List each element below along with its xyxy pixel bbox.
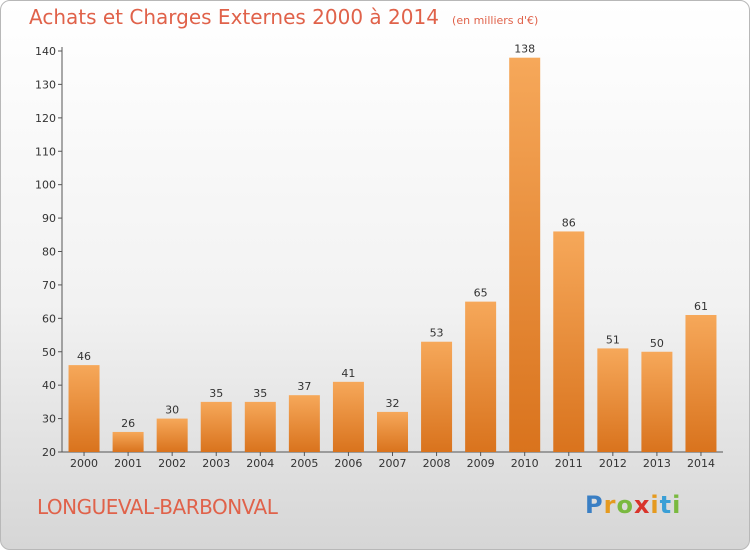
town-name: LONGUEVAL-BARBONVAL <box>37 495 278 519</box>
y-tick-label: 50 <box>42 346 56 359</box>
bar-value-label: 86 <box>562 216 576 229</box>
x-tick-label: 2005 <box>290 457 318 470</box>
x-tick-label: 2000 <box>70 457 98 470</box>
bar <box>465 301 497 452</box>
y-tick-label: 40 <box>42 379 56 392</box>
x-tick-label: 2013 <box>643 457 671 470</box>
bar <box>597 348 629 452</box>
bar <box>200 401 232 452</box>
bar-value-label: 41 <box>341 367 355 380</box>
bar-value-label: 65 <box>474 287 488 300</box>
y-tick-label: 90 <box>42 212 56 225</box>
y-tick-label: 20 <box>42 446 56 459</box>
x-tick-label: 2014 <box>687 457 715 470</box>
bar <box>377 411 408 452</box>
bar-value-label: 61 <box>694 300 708 313</box>
y-tick-label: 70 <box>42 279 56 292</box>
y-tick-label: 60 <box>42 312 56 325</box>
y-tick-label: 100 <box>35 179 56 192</box>
x-tick-label: 2002 <box>158 457 186 470</box>
bar-value-label: 50 <box>650 337 664 350</box>
bar <box>685 314 717 452</box>
x-tick-label: 2012 <box>599 457 627 470</box>
bar <box>332 381 364 452</box>
bars: 46 26 30 35 35 37 41 32 53 65 138 86 51 50 61 <box>68 43 717 452</box>
x-tick-label: 2009 <box>467 457 495 470</box>
x-tick-label: 2007 <box>379 457 407 470</box>
x-tick-label: 2008 <box>423 457 451 470</box>
x-tick-label: 2010 <box>511 457 539 470</box>
y-tick-label: 130 <box>35 78 56 91</box>
bar <box>156 418 188 452</box>
y-tick-label: 80 <box>42 246 56 259</box>
bar-value-label: 30 <box>165 404 179 417</box>
x-tick-label: 2001 <box>114 457 142 470</box>
x-tick-label: 2011 <box>555 457 583 470</box>
chart-title: Achats et Charges Externes 2000 à 2014 <box>29 5 439 29</box>
x-tick-label: 2004 <box>246 457 274 470</box>
bar-value-label: 35 <box>209 387 223 400</box>
bar <box>112 431 144 452</box>
bar <box>509 57 541 452</box>
proxiti-logo[interactable]: Proxiti <box>585 491 682 519</box>
bar <box>288 395 320 452</box>
bar-value-label: 26 <box>121 417 135 430</box>
chart-title-block: Achats et Charges Externes 2000 à 2014 (… <box>29 5 538 29</box>
bar-value-label: 35 <box>253 387 267 400</box>
bar-value-label: 37 <box>297 380 311 393</box>
y-tick-label: 140 <box>35 45 56 58</box>
bar <box>68 365 100 452</box>
bar-value-label: 51 <box>606 333 620 346</box>
bar-value-label: 53 <box>430 327 444 340</box>
bar <box>244 401 276 452</box>
bar <box>553 231 585 452</box>
bar <box>421 341 453 452</box>
y-tick-label: 30 <box>42 413 56 426</box>
bar-value-label: 46 <box>77 350 91 363</box>
axes: 20 30 40 50 60 70 80 90 100 110 120 130 140 2000 2001 2… <box>35 45 723 470</box>
bar-value-label: 138 <box>514 43 535 56</box>
bar <box>641 351 673 452</box>
y-tick-label: 120 <box>35 112 56 125</box>
chart-unit: (en milliers d'€) <box>452 14 539 27</box>
bar-value-label: 32 <box>386 397 400 410</box>
x-tick-label: 2006 <box>334 457 362 470</box>
x-tick-label: 2003 <box>202 457 230 470</box>
y-tick-label: 110 <box>35 145 56 158</box>
